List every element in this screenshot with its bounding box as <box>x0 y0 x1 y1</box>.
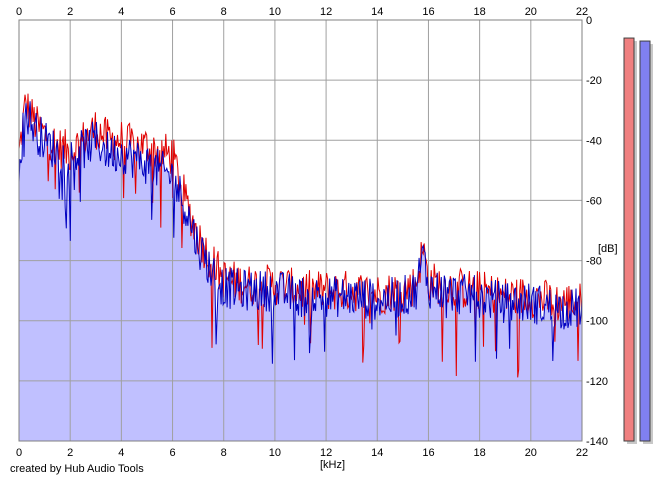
credit-text: created by Hub Audio Tools <box>10 463 144 475</box>
grid-layer <box>18 19 583 442</box>
x-tick-label-top: 2 <box>67 6 73 18</box>
x-tick-label-top: 4 <box>118 6 124 18</box>
level-meter-bar <box>639 40 651 442</box>
y-tick-label: -20 <box>586 75 602 87</box>
y-tick-label: 0 <box>586 15 592 27</box>
x-tick-label-bottom: 20 <box>525 447 537 459</box>
spectrum-area <box>19 101 582 442</box>
x-tick-labels-top: 0 2 4 6 8 10 12 14 16 18 20 22 <box>16 6 588 18</box>
y-tick-label: -100 <box>586 316 608 328</box>
y-tick-label: -40 <box>586 135 602 147</box>
x-axis-label: [kHz] <box>320 459 345 471</box>
x-tick-label-top: 10 <box>269 6 281 18</box>
y-tick-label: -140 <box>586 436 608 448</box>
spectrum-area-layer <box>19 101 582 442</box>
y-tick-label: -120 <box>586 376 608 388</box>
series-line-layer <box>18 93 583 378</box>
x-tick-label-bottom: 0 <box>16 447 22 459</box>
series-line-blue <box>18 101 583 364</box>
level-meters <box>623 37 653 445</box>
x-tick-label-top: 8 <box>221 6 227 18</box>
x-tick-labels-bottom: 0 2 4 6 8 10 12 14 16 18 20 22 <box>16 447 588 459</box>
x-tick-label-top: 20 <box>525 6 537 18</box>
x-tick-label-bottom: 10 <box>269 447 281 459</box>
x-tick-label-bottom: 16 <box>422 447 434 459</box>
y-axis-label: [dB] <box>598 243 618 255</box>
x-tick-label-top: 22 <box>576 6 588 18</box>
x-tick-label-bottom: 2 <box>67 447 73 459</box>
y-tick-label: -80 <box>586 256 602 268</box>
x-tick-label-bottom: 8 <box>221 447 227 459</box>
series-line-red <box>18 93 583 378</box>
x-tick-label-top: 14 <box>371 6 383 18</box>
y-tick-label: -60 <box>586 195 602 207</box>
x-tick-label-top: 0 <box>16 6 22 18</box>
x-tick-label-bottom: 22 <box>576 447 588 459</box>
plot-frame <box>18 19 583 442</box>
x-tick-label-bottom: 6 <box>169 447 175 459</box>
x-tick-label-bottom: 12 <box>320 447 332 459</box>
x-tick-label-top: 18 <box>474 6 486 18</box>
x-tick-label-bottom: 18 <box>474 447 486 459</box>
x-tick-label-top: 16 <box>422 6 434 18</box>
y-tick-labels: 0 -20 -40 -60 -80 -100 -120 -140 <box>586 15 608 448</box>
x-tick-label-top: 12 <box>320 6 332 18</box>
x-tick-label-bottom: 14 <box>371 447 383 459</box>
x-tick-label-top: 6 <box>169 6 175 18</box>
level-meter-bar <box>623 37 635 442</box>
x-tick-label-bottom: 4 <box>118 447 124 459</box>
